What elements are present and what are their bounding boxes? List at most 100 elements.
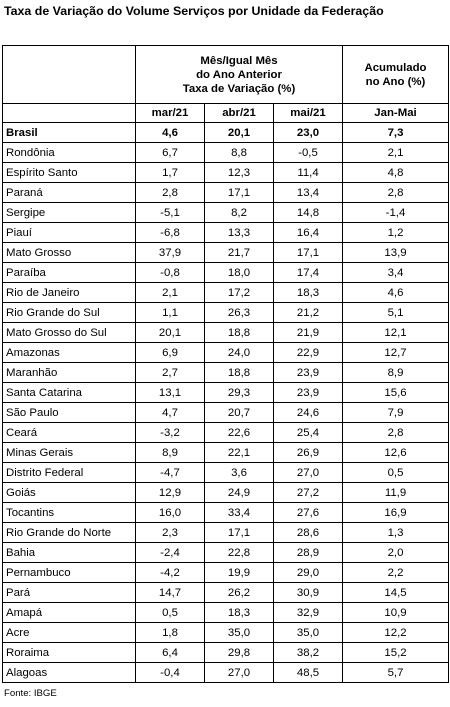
- abr-cell: 8,2: [204, 202, 274, 223]
- state-cell: Paraná: [2, 182, 136, 203]
- header-state-cell: [2, 103, 136, 123]
- mai-cell: -0,5: [273, 142, 343, 163]
- header-accumulated-group: Acumulado no Ano (%): [342, 45, 449, 104]
- abr-cell: 26,2: [204, 582, 274, 603]
- accumulated-cell: 16,9: [342, 502, 449, 523]
- table-row: Piauí -6,8 13,3 16,4 1,2: [2, 222, 449, 243]
- accumulated-cell: 3,4: [342, 262, 449, 283]
- mai-cell: 32,9: [273, 602, 343, 623]
- mar-cell: 0,5: [135, 602, 205, 623]
- table-row: Pará 14,7 26,2 30,9 14,5: [2, 582, 449, 603]
- mar-cell: 6,7: [135, 142, 205, 163]
- mar-cell: 12,9: [135, 482, 205, 503]
- abr-cell: 24,9: [204, 482, 274, 503]
- accumulated-cell: 2,8: [342, 182, 449, 203]
- table-row: Goiás 12,9 24,9 27,2 11,9: [2, 482, 449, 503]
- mai-cell: 23,0: [273, 122, 343, 143]
- accumulated-cell: 2,0: [342, 542, 449, 563]
- table-body: Brasil 4,6 20,1 23,0 7,3 Rondônia 6,7 8,8 -0,5 2,…: [2, 122, 449, 683]
- state-cell: Maranhão: [2, 362, 136, 383]
- table-row: Minas Gerais 8,9 22,1 26,9 12,6: [2, 442, 449, 463]
- table-row: Santa Catarina 13,1 29,3 23,9 15,6: [2, 382, 449, 403]
- mai-cell: 30,9: [273, 582, 343, 603]
- header-corner-cell: [2, 45, 136, 104]
- state-cell: Pará: [2, 582, 136, 603]
- mar-cell: 8,9: [135, 442, 205, 463]
- mai-cell: 27,2: [273, 482, 343, 503]
- mai-cell: 11,4: [273, 162, 343, 183]
- abr-cell: 8,8: [204, 142, 274, 163]
- accumulated-cell: 12,6: [342, 442, 449, 463]
- accumulated-cell: 15,2: [342, 642, 449, 663]
- state-cell: Rio Grande do Norte: [2, 522, 136, 543]
- table-row: Bahia -2,4 22,8 28,9 2,0: [2, 542, 449, 563]
- accumulated-cell: 4,6: [342, 282, 449, 303]
- state-cell: São Paulo: [2, 402, 136, 423]
- mar-cell: 2,7: [135, 362, 205, 383]
- abr-cell: 27,0: [204, 662, 274, 683]
- accumulated-cell: 8,9: [342, 362, 449, 383]
- mar-cell: -4,7: [135, 462, 205, 483]
- abr-cell: 18,8: [204, 362, 274, 383]
- mai-cell: 27,6: [273, 502, 343, 523]
- abr-cell: 24,0: [204, 342, 274, 363]
- mai-cell: 23,9: [273, 382, 343, 403]
- abr-cell: 20,7: [204, 402, 274, 423]
- mar-cell: 4,6: [135, 122, 205, 143]
- page-title: Taxa de Variação do Volume Serviços por …: [4, 4, 384, 18]
- state-cell: Brasil: [2, 122, 136, 143]
- state-cell: Espírito Santo: [2, 162, 136, 183]
- mai-cell: 17,1: [273, 242, 343, 263]
- accumulated-cell: 1,2: [342, 222, 449, 243]
- column-header-abr: abr/21: [204, 103, 274, 123]
- table-row: Ceará -3,2 22,6 25,4 2,8: [2, 422, 449, 443]
- mai-cell: 35,0: [273, 622, 343, 643]
- mar-cell: 2,1: [135, 282, 205, 303]
- data-table: Mês/Igual Mês do Ano Anterior Taxa de Va…: [2, 45, 449, 683]
- table-row: Sergipe -5,1 8,2 14,8 -1,4: [2, 202, 449, 223]
- table-row: Amapá 0,5 18,3 32,9 10,9: [2, 602, 449, 623]
- column-header-accumulated: Jan-Mai: [342, 103, 449, 123]
- mar-cell: 37,9: [135, 242, 205, 263]
- abr-cell: 22,8: [204, 542, 274, 563]
- table-row: Maranhão 2,7 18,8 23,9 8,9: [2, 362, 449, 383]
- state-cell: Rondônia: [2, 142, 136, 163]
- abr-cell: 20,1: [204, 122, 274, 143]
- mar-cell: -3,2: [135, 422, 205, 443]
- state-cell: Amapá: [2, 602, 136, 623]
- column-header-mar: mar/21: [135, 103, 205, 123]
- table-row: Mato Grosso 37,9 21,7 17,1 13,9: [2, 242, 449, 263]
- mar-cell: -2,4: [135, 542, 205, 563]
- state-cell: Piauí: [2, 222, 136, 243]
- accumulated-cell: 10,9: [342, 602, 449, 623]
- state-cell: Pernambuco: [2, 562, 136, 583]
- mai-cell: 23,9: [273, 362, 343, 383]
- table-row: Rio de Janeiro 2,1 17,2 18,3 4,6: [2, 282, 449, 303]
- header-monthly-line3: Taxa de Variação (%): [182, 82, 296, 95]
- mar-cell: 1,1: [135, 302, 205, 323]
- mar-cell: -6,8: [135, 222, 205, 243]
- state-cell: Minas Gerais: [2, 442, 136, 463]
- abr-cell: 26,3: [204, 302, 274, 323]
- abr-cell: 18,3: [204, 602, 274, 623]
- header-accumulated-line1: Acumulado: [364, 61, 427, 74]
- mai-cell: 38,2: [273, 642, 343, 663]
- mai-cell: 18,3: [273, 282, 343, 303]
- table-row: Amazonas 6,9 24,0 22,9 12,7: [2, 342, 449, 363]
- mai-cell: 29,0: [273, 562, 343, 583]
- accumulated-cell: 4,8: [342, 162, 449, 183]
- abr-cell: 22,1: [204, 442, 274, 463]
- mar-cell: -4,2: [135, 562, 205, 583]
- mai-cell: 21,9: [273, 322, 343, 343]
- accumulated-cell: 12,2: [342, 622, 449, 643]
- table-row: Tocantins 16,0 33,4 27,6 16,9: [2, 502, 449, 523]
- accumulated-cell: 5,1: [342, 302, 449, 323]
- state-cell: Acre: [2, 622, 136, 643]
- mar-cell: 2,8: [135, 182, 205, 203]
- state-cell: Amazonas: [2, 342, 136, 363]
- state-cell: Mato Grosso do Sul: [2, 322, 136, 343]
- table-row: Acre 1,8 35,0 35,0 12,2: [2, 622, 449, 643]
- source-note: Fonte: IBGE: [4, 688, 57, 699]
- header-monthly-line1: Mês/Igual Mês: [200, 54, 278, 67]
- mai-cell: 48,5: [273, 662, 343, 683]
